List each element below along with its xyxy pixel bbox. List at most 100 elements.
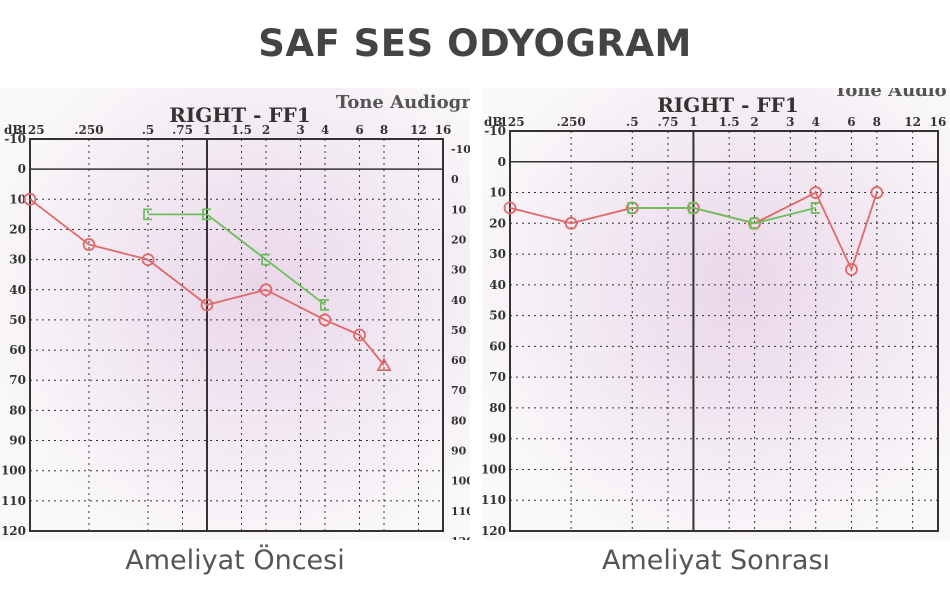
y-tick-label: 90 [489,432,506,446]
x-tick-label: 4 [321,123,329,137]
x-tick-label: 8 [873,115,881,129]
y-tick-label: 90 [9,434,26,448]
y-tick-label: 50 [489,309,506,323]
x-tick-label: 3 [296,123,304,137]
x-tick-label: 3 [786,115,794,129]
chart-background [482,88,950,540]
data-point-circle [503,201,517,215]
x-tick-label: 2 [750,115,758,129]
y-tick-label: 100 [482,462,506,476]
x-tick-label: .250 [74,123,103,137]
data-point-bracket [202,208,211,221]
y-tick-label: 30 [489,247,506,261]
y-tick-label: 20 [9,222,26,236]
data-point-circle [845,263,858,276]
y-tick-label: 80 [9,403,26,417]
caption-before: Ameliyat Öncesi [125,545,345,576]
y-axis-label: dB [484,115,503,129]
data-point-bracket [320,298,329,311]
x-tick-label: 4 [812,115,820,129]
chart-background [0,88,470,540]
audiogram-chart-after: RIGHT - FF1 Tone Audio dB.125 .250 .5 .75 1 1.5… [482,88,950,540]
x-tick-label: 1 [203,123,211,137]
y-tick-label: 100 [1,464,26,478]
right-y-tick-label: 120 [451,535,470,540]
y-tick-label: 80 [489,401,506,415]
chart-title: RIGHT - FF1 [169,103,310,127]
y-tick-label: 110 [1,494,26,508]
page-title: SAF SES ODYOGRAM [258,22,692,65]
right-y-tick-label: 30 [451,264,467,277]
y-tick-label: 70 [489,370,506,384]
right-y-tick-label: 10 [451,203,467,216]
y-tick-label: 120 [1,524,26,538]
chart-subtitle: Tone Audiogra [336,92,470,113]
data-point-circle [318,313,332,327]
right-y-tick-label: 0 [451,173,459,186]
right-y-tick-label: 40 [451,294,467,307]
right-y-tick-label: 50 [451,324,467,337]
x-tick-label: .75 [658,115,679,129]
y-tick-label: 40 [9,283,26,297]
audiogram-after: RIGHT - FF1 Tone Audio dB .125 .250 .5 .75 1 1.5… [482,88,950,540]
x-tick-label: 12 [904,115,921,129]
data-point-circle [870,186,884,199]
y-tick-label: -10 [484,124,506,138]
plot-frame [509,130,939,532]
data-point-bracket [749,217,759,230]
x-tick-label: .125 [15,123,44,137]
right-y-tick-label: 100 [451,475,470,488]
data-point-bracket [688,202,698,214]
x-tick-label: 16 [930,115,947,129]
y-tick-label: 120 [482,524,506,538]
chart-title: RIGHT - FF1 [657,93,798,117]
x-tick-label: 6 [847,115,855,129]
series-line-bracket [632,207,816,225]
x-tick-label: .5 [142,123,155,137]
x-tick-label: 2 [262,123,270,137]
chart-subtitle: Tone Audio [834,88,947,101]
y-tick-label: -10 [4,132,26,146]
audiogram-chart-before: RIGHT - FF1 Tone Audiogra dB.125 .250 .5 .75 1… [0,88,470,540]
y-tick-label: 0 [18,162,26,176]
y-tick-label: 20 [489,216,506,230]
x-tick-label: .75 [172,123,193,137]
data-point-circle [82,238,96,251]
x-tick-label: .250 [557,115,586,129]
y-tick-label: 30 [9,253,26,267]
data-point-circle [353,328,366,342]
data-point-bracket [627,202,637,214]
data-point-circle [564,216,578,230]
audiogram-before: RIGHT - FF1 Tone Audiogra dB .125 .250 .5 .75 1… [0,88,470,540]
right-y-tick-label: 20 [451,233,467,246]
y-tick-label: 110 [482,493,506,507]
data-point-bracket [810,202,820,214]
x-tick-label: 1.5 [231,123,252,137]
y-tick-label: 60 [9,343,26,357]
y-tick-label: 70 [9,373,26,387]
right-y-tick-label: 60 [451,354,467,367]
y-tick-label: 50 [9,313,26,327]
data-point-bracket [143,208,152,221]
data-point-triangle [376,357,392,372]
x-tick-label: 6 [355,123,363,137]
series-line-bracket [148,213,326,306]
caption-after: Ameliyat Sonrası [601,545,831,576]
data-point-circle [259,283,273,297]
y-tick-label: 0 [498,155,506,169]
x-tick-label: 8 [380,123,388,137]
y-tick-label: 40 [489,278,506,292]
y-axis-label: dB [4,123,23,137]
right-y-tick-label: 110 [451,505,470,518]
data-point-circle [141,253,155,267]
data-point-circle [200,298,214,312]
right-y-tick-label: 90 [451,445,467,458]
x-tick-label: .5 [626,115,639,129]
right-y-tick-label: 70 [451,384,467,397]
x-tick-label: 16 [435,123,452,137]
plot-frame [29,138,444,532]
x-tick-label: .125 [495,115,524,129]
data-point-bracket [261,253,270,266]
data-point-circle [23,192,37,206]
right-y-tick-label: 80 [451,414,467,427]
